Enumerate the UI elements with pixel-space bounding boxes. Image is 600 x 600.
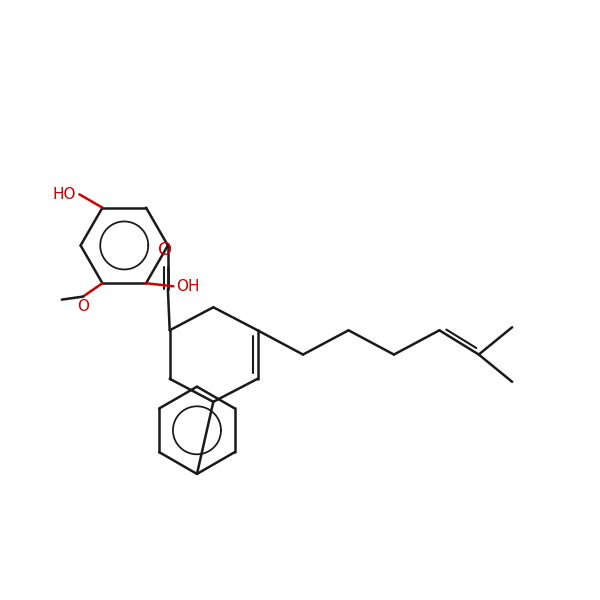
- Text: O: O: [158, 241, 172, 259]
- Text: OH: OH: [176, 279, 200, 294]
- Text: O: O: [77, 299, 89, 314]
- Text: HO: HO: [53, 187, 76, 202]
- Text: methoxy: methoxy: [55, 298, 61, 299]
